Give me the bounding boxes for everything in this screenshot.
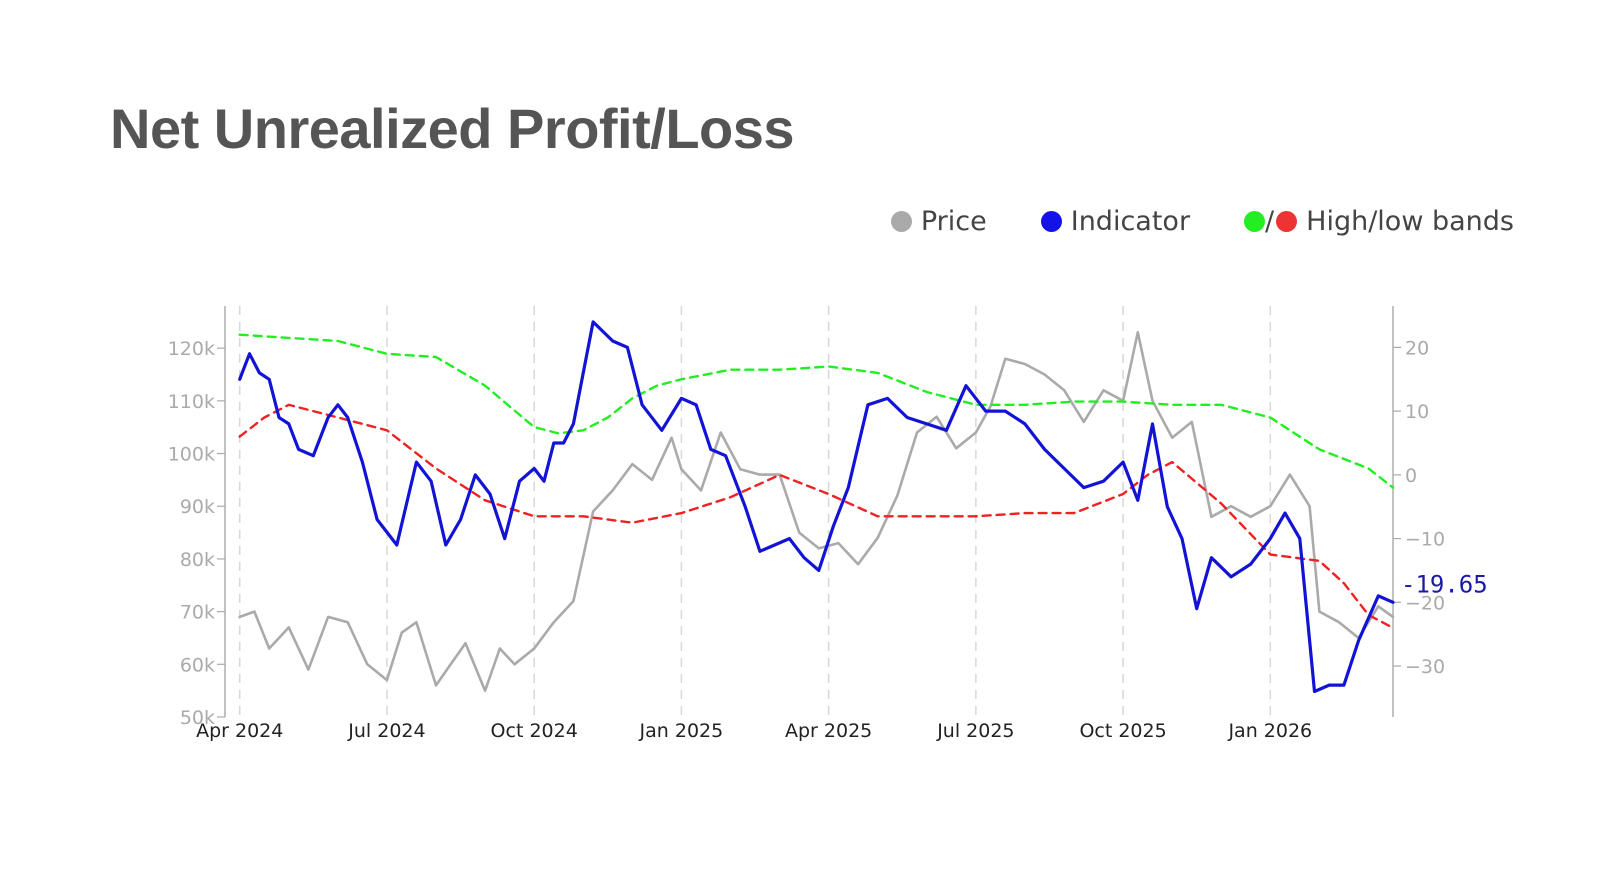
legend: Price Indicator / High/low bands	[890, 206, 1514, 237]
legend-item-bands[interactable]: / High/low bands	[1244, 206, 1514, 237]
legend-separator: /	[1265, 206, 1275, 237]
legend-label-price: Price	[920, 206, 987, 237]
left-tick-label: 80k	[180, 549, 215, 571]
left-tick-label: 50k	[180, 707, 215, 729]
x-tick-label: Jan 2026	[1227, 720, 1312, 742]
left-tick-label: 70k	[180, 602, 215, 624]
right-tick-label: 0	[1405, 465, 1417, 487]
indicator-series-line	[238, 320, 1395, 694]
high-band-dot-icon	[1244, 211, 1266, 232]
x-tick-label: Jan 2025	[639, 720, 724, 742]
right-tick-label: 20	[1405, 337, 1429, 359]
right-tick-label: −30	[1405, 656, 1445, 678]
chart-title: Net Unrealized Profit/Loss	[110, 97, 795, 160]
x-tick-label: Jul 2025	[936, 720, 1014, 742]
legend-label-indicator: Indicator	[1070, 206, 1191, 237]
left-tick-label: 120k	[168, 338, 215, 360]
price-series-line	[238, 331, 1395, 692]
x-tick-label: Oct 2024	[491, 720, 578, 742]
left-tick-label: 110k	[168, 391, 215, 413]
indicator-last-value-label: -19.65	[1401, 570, 1488, 598]
high-band-line	[238, 333, 1395, 489]
legend-item-indicator[interactable]: Indicator	[1040, 206, 1191, 237]
x-tick-label: Oct 2025	[1079, 720, 1166, 742]
right-tick-label: −20	[1405, 592, 1445, 614]
x-tick-label: Apr 2025	[785, 720, 872, 742]
low-band-dot-icon	[1276, 211, 1298, 232]
right-tick-label: −10	[1405, 529, 1445, 551]
left-tick-label: 90k	[180, 496, 215, 518]
legend-label-bands: High/low bands	[1306, 206, 1514, 237]
x-tick-label: Apr 2024	[196, 720, 283, 742]
left-tick-label: 100k	[168, 444, 215, 466]
price-dot-icon	[890, 211, 912, 232]
left-tick-label: 60k	[180, 654, 215, 676]
x-tick-label: Jul 2024	[347, 720, 425, 742]
right-tick-label: 10	[1405, 401, 1429, 423]
legend-item-price[interactable]: Price	[890, 206, 987, 237]
low-band-line	[238, 403, 1395, 629]
indicator-dot-icon	[1040, 211, 1062, 232]
